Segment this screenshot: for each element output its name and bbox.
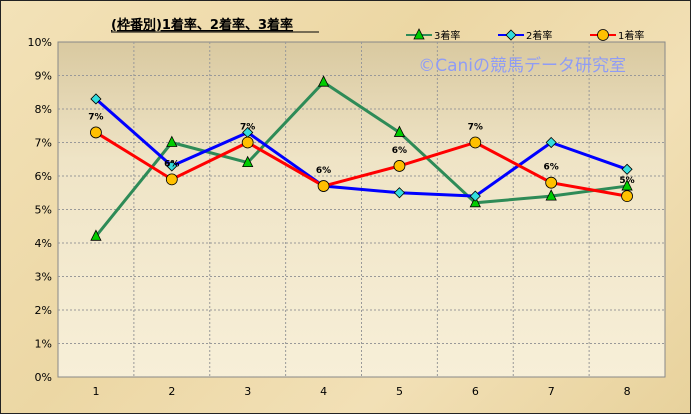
x-tick-label: 5 [396,385,403,398]
y-tick-label: 7% [35,137,52,150]
diamond-marker [393,187,406,199]
circle-marker [621,190,633,203]
data-label: 6% [164,159,179,169]
legend-label: 3着率 [434,29,460,42]
x-tick-label: 4 [320,385,327,398]
circle-marker [469,136,482,149]
triangle-marker [393,125,406,137]
x-tick-label: 1 [92,385,99,398]
y-tick-label: 9% [35,70,52,83]
series-line [94,80,628,238]
x-tick-label: 7 [548,385,555,398]
triangle-marker [166,135,178,147]
y-tick-label: 0% [35,371,52,384]
circle-marker [317,180,330,192]
x-tick-label: 3 [244,385,251,398]
y-tick-label: 5% [35,204,52,217]
y-tick-label: 2% [35,304,52,317]
series-1 [90,75,633,241]
diamond-marker [469,190,481,202]
x-tick-label: 2 [168,385,175,398]
circle-marker [165,173,178,186]
diamond-marker [545,136,557,149]
y-tick-label: 4% [35,237,52,250]
circle-marker [90,126,102,139]
circle-marker [241,136,254,149]
circle-marker [597,29,609,41]
circle-marker [393,160,406,172]
x-tick-label: 6 [472,385,479,398]
data-label: 6% [316,166,331,176]
triangle-marker [242,155,254,168]
triangle-marker [413,28,425,40]
data-label: 7% [468,123,483,133]
data-label: 6% [392,146,407,156]
diamond-marker [90,93,102,105]
data-label: 7% [240,123,255,133]
y-tick-label: 10% [28,36,52,49]
legend-label: 1着率 [618,29,644,42]
triangle-marker [621,179,633,191]
triangle-marker [317,75,330,87]
series-line [95,131,628,198]
y-tick-label: 3% [35,271,52,284]
diamond-marker [505,29,517,41]
chart-title: (枠番別)1着率、2着率、3着率 [111,17,293,33]
y-tick-label: 1% [35,338,52,351]
series-3: 7% 6% 7% 6% 6% 7% 6% 5% [88,112,635,203]
data-label: 7% [88,112,103,122]
y-tick-label: 8% [35,103,52,116]
data-label: 5% [619,176,634,186]
diamond-marker [166,160,178,172]
series-line [94,97,628,198]
data-label: 6% [544,163,559,173]
triangle-marker [90,229,102,241]
triangle-marker [469,195,481,208]
watermark: ©Caniの競馬データ研究室 [418,55,626,76]
x-tick-label: 8 [624,385,631,398]
legend-label: 2着率 [526,29,552,42]
triangle-marker [545,189,557,201]
diamond-marker [621,163,633,175]
y-tick-label: 6% [35,170,52,183]
circle-marker [545,176,558,189]
